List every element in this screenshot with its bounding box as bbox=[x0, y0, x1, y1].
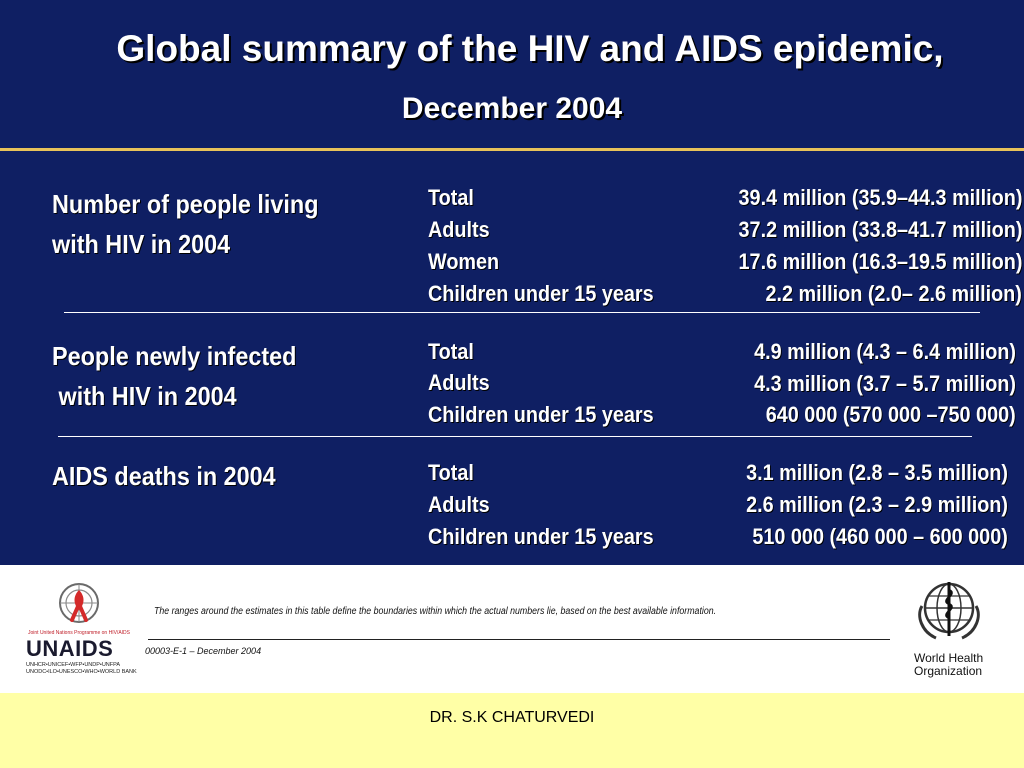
slide-body bbox=[0, 0, 1024, 565]
row-label: Women bbox=[428, 249, 500, 274]
row-label: Adults bbox=[428, 370, 490, 395]
row-label: Adults bbox=[428, 217, 490, 242]
row-value: 37.2 million (33.8–41.7 million) bbox=[738, 217, 1022, 242]
who-line: Organization bbox=[914, 664, 983, 678]
un-emblem-icon bbox=[59, 583, 99, 623]
unaids-partners: UNHCR•UNICEF•WFP•UNDP•UNFPA UNODC•ILO•UN… bbox=[26, 662, 137, 676]
row-value: 2.2 million (2.0– 2.6 million) bbox=[765, 281, 1022, 306]
unaids-wordmark: UNAIDS bbox=[26, 636, 114, 661]
who-emblem-icon bbox=[918, 582, 980, 640]
author-credit: DR. S.K CHATURVEDI bbox=[429, 709, 595, 726]
slide-subtitle: December 2004 bbox=[401, 92, 623, 125]
title-divider bbox=[0, 148, 1024, 151]
unaids-tagline: Joint United Nations Programme on HIV/AI… bbox=[28, 630, 130, 636]
row-value: 39.4 million (35.9–44.3 million) bbox=[738, 185, 1022, 210]
row-label: Children under 15 years bbox=[428, 402, 654, 427]
row-value: 640 000 (570 000 –750 000) bbox=[766, 402, 1016, 427]
row-label: Children under 15 years bbox=[428, 281, 654, 306]
section-label-line: with HIV in 2004 bbox=[52, 229, 231, 259]
section-label-aids-deaths: AIDS deaths in 2004 bbox=[52, 456, 276, 496]
row-label: Total bbox=[428, 460, 474, 485]
partners-line: UNHCR•UNICEF•WFP•UNDP•UNFPA bbox=[26, 662, 121, 668]
row-value: 4.3 million (3.7 – 5.7 million) bbox=[754, 371, 1016, 396]
slide-title: Global summary of the HIV and AIDS epide… bbox=[116, 28, 944, 69]
row-label: Total bbox=[428, 339, 474, 364]
section-label-living-with-hiv: Number of people living with HIV in 2004 bbox=[52, 184, 319, 264]
author-band bbox=[0, 693, 1024, 768]
row-label: Children under 15 years bbox=[428, 524, 654, 549]
partners-line: UNODC•ILO•UNESCO•WHO•WORLD BANK bbox=[26, 669, 137, 675]
who-logo: World Health Organization bbox=[906, 576, 1006, 686]
row-value: 3.1 million (2.8 – 3.5 million) bbox=[746, 460, 1008, 485]
row-value: 17.6 million (16.3–19.5 million) bbox=[738, 249, 1022, 274]
logo-band bbox=[0, 565, 1024, 693]
row-label: Adults bbox=[428, 492, 490, 517]
section-label-line: People newly infected bbox=[52, 341, 297, 371]
row-label: Total bbox=[428, 185, 474, 210]
row-value: 510 000 (460 000 – 600 000) bbox=[752, 524, 1008, 549]
section-label-line: AIDS deaths in 2004 bbox=[52, 461, 276, 491]
section-label-newly-infected: People newly infected with HIV in 2004 bbox=[52, 336, 296, 416]
section-label-line: Number of people living bbox=[52, 189, 319, 219]
section-label-line: with HIV in 2004 bbox=[52, 381, 237, 411]
row-value: 2.6 million (2.3 – 2.9 million) bbox=[746, 492, 1008, 517]
who-line: World Health bbox=[914, 651, 984, 665]
row-value: 4.9 million (4.3 – 6.4 million) bbox=[754, 339, 1016, 364]
section-divider bbox=[58, 436, 972, 437]
footnote-divider bbox=[148, 639, 890, 640]
section-divider bbox=[64, 312, 980, 313]
footnote: The ranges around the estimates in this … bbox=[154, 606, 717, 617]
who-wordmark: World Health Organization bbox=[914, 652, 983, 678]
unaids-logo: Joint United Nations Programme on HIV/AI… bbox=[24, 580, 137, 680]
document-code: 00003-E-1 – December 2004 bbox=[145, 646, 262, 656]
